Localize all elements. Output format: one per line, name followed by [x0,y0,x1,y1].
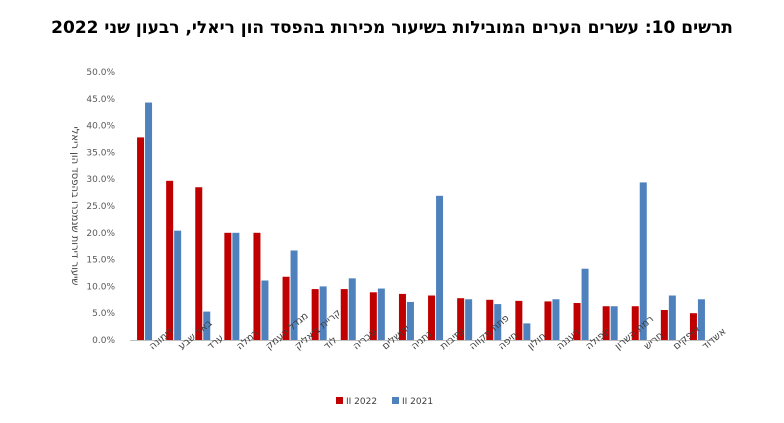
bar-ii-2021 [552,299,560,340]
bar-ii-2021 [697,299,705,340]
chart-title: תרשים 10: עשרים הערים המובילות בשיעור מכ… [51,18,733,38]
bar-ii-2021 [377,288,385,340]
bar-ii-2022 [369,292,377,340]
bar-ii-2022 [282,276,290,340]
legend-swatch [336,397,343,404]
bar-ii-2022 [224,232,232,340]
bar-ii-2022 [602,306,610,340]
bar-ii-2021 [668,295,676,340]
bar-ii-2022 [544,301,552,340]
bar-ii-2022 [398,293,406,340]
bar-ii-2022 [631,306,639,340]
y-tick-label: 0.0% [92,336,115,346]
bar-ii-2022 [573,303,581,340]
bar-ii-2021 [319,286,327,340]
bar-ii-2022 [195,187,203,340]
y-tick-label: 20.0% [86,229,115,239]
y-axis: 0.0% 5.0% 10.0% 15.0% 20.0% 25.0% 30.0% 35.0% 40… [69,68,115,346]
bar-ii-2021 [261,280,269,340]
y-tick-label: 10.0% [86,282,115,292]
x-tick-label: אופקים [671,324,702,353]
bar-ii-2022 [457,298,465,340]
bar-ii-2022 [311,289,319,340]
bar-ii-2021 [145,102,153,340]
legend-label: II 2022 [346,397,377,407]
bar-ii-2021 [494,304,502,340]
y-tick-label: 40.0% [86,122,115,132]
legend-swatch [392,397,399,404]
bar-ii-2022 [428,295,436,340]
y-tick-label: 35.0% [86,148,115,158]
legend: II 2022 II 2021 [336,397,433,407]
y-tick-label: 45.0% [86,95,115,105]
y-tick-label: 50.0% [86,68,115,78]
bar-ii-2021 [639,182,647,340]
y-axis-label: שיעור דירות שנמכרו בהפסד הון ריאלי [69,127,80,286]
bar-ii-2022 [253,232,261,340]
bar-ii-2021 [174,230,182,340]
bar-ii-2022 [486,299,494,340]
bar-ii-2021 [436,195,444,340]
bar-ii-2021 [581,268,589,340]
y-tick-label: 5.0% [92,309,115,319]
bar-ii-2022 [340,289,348,340]
bar-ii-2021 [348,278,356,340]
bars [137,102,705,340]
bar-ii-2022 [660,309,668,340]
y-tick-label: 25.0% [86,202,115,212]
bar-ii-2021 [465,299,473,340]
bar-ii-2022 [689,313,697,340]
bar-ii-2021 [406,301,414,340]
bar-ii-2022 [515,300,523,340]
bar-ii-2021 [203,311,211,340]
bar-ii-2022 [166,180,174,340]
legend-label: II 2021 [402,397,433,407]
y-tick-label: 30.0% [86,175,115,185]
y-tick-label: 15.0% [86,256,115,266]
bar-ii-2021 [232,232,240,340]
bar-ii-2022 [137,137,145,340]
bar-ii-2021 [290,250,298,340]
bar-ii-2021 [610,306,618,340]
bar-ii-2021 [523,323,531,340]
